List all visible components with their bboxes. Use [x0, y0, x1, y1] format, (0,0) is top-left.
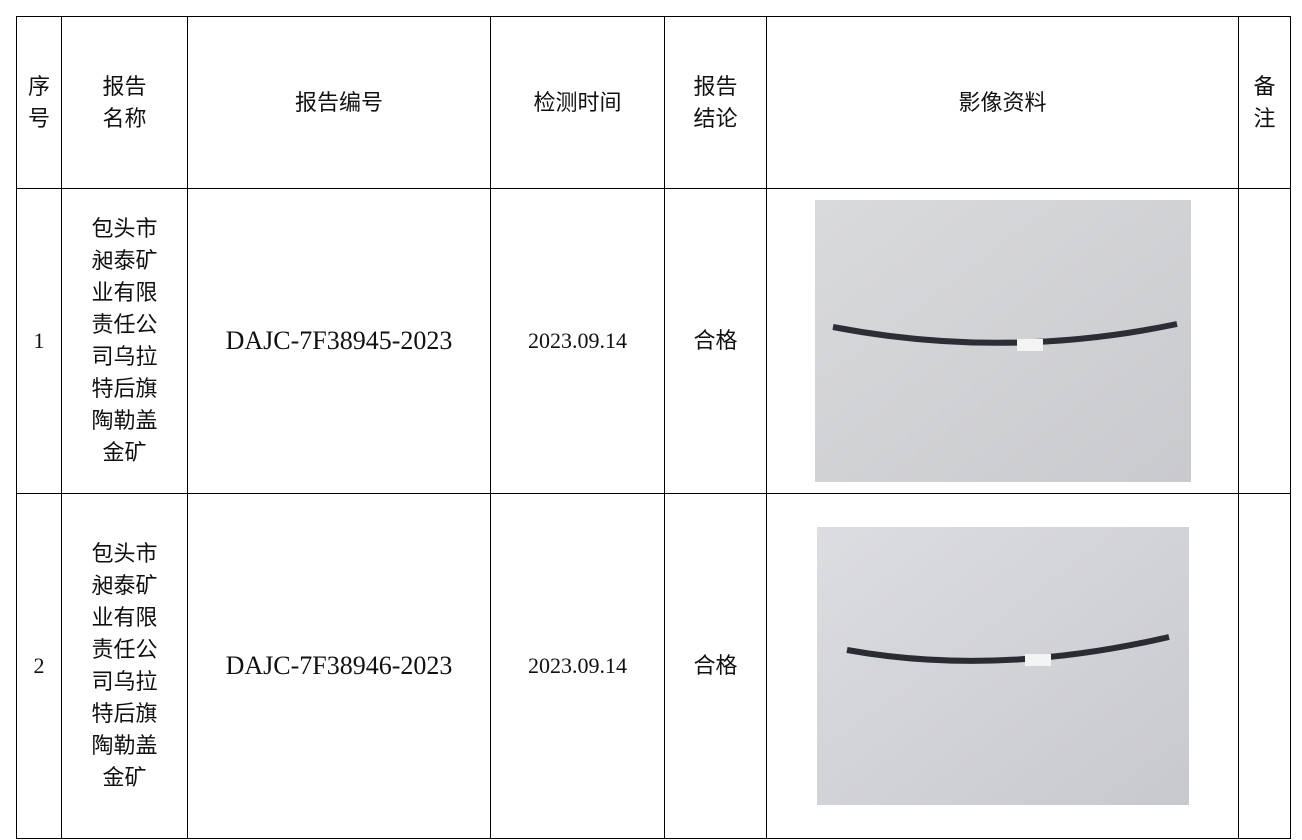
- cell: 包头市昶泰矿业有限责任公司乌拉特后旗陶勒盖金矿: [61, 188, 188, 494]
- header-cell: 序号: [16, 16, 62, 189]
- header-cell: 备注: [1238, 16, 1291, 189]
- cell: 2: [16, 493, 62, 839]
- photo-background: [816, 527, 1189, 805]
- sample-photo: [816, 527, 1189, 805]
- data-row: 2 包头市昶泰矿业有限责任公司乌拉特后旗陶勒盖金矿 DAJC-7F38946-2…: [16, 493, 1291, 839]
- header-row: 序号 报告名称 报告编号 检测时间 报告结论 影像资料 备注: [16, 16, 1291, 189]
- header-cell: 报告名称: [61, 16, 188, 189]
- cable: [831, 321, 1178, 346]
- report-table: 序号 报告名称 报告编号 检测时间 报告结论 影像资料 备注 1 包头市昶泰矿业…: [16, 16, 1291, 839]
- tag: [1024, 654, 1051, 666]
- cell: [1238, 188, 1291, 494]
- cell: [1238, 493, 1291, 839]
- image-cell: [766, 493, 1239, 839]
- image-cell: [766, 188, 1239, 494]
- sample-photo: [814, 200, 1191, 482]
- header-text: 报告编号: [294, 89, 383, 115]
- header-text: 检测时间: [533, 89, 622, 115]
- cell: 合格: [664, 493, 767, 839]
- cell: 包头市昶泰矿业有限责任公司乌拉特后旗陶勒盖金矿: [61, 493, 188, 839]
- cell: 1: [16, 188, 62, 494]
- tag: [1016, 339, 1043, 351]
- header-cell: 检测时间: [490, 16, 665, 189]
- cell: 2023.09.14: [490, 493, 665, 839]
- header-text: 备注: [1253, 73, 1276, 131]
- cell-text: 包头市昶泰矿业有限责任公司乌拉特后旗陶勒盖金矿: [91, 541, 158, 790]
- header-text: 序号: [28, 73, 51, 131]
- cell: 合格: [664, 188, 767, 494]
- cell: DAJC-7F38946-2023: [187, 493, 491, 839]
- data-row: 1 包头市昶泰矿业有限责任公司乌拉特后旗陶勒盖金矿 DAJC-7F38945-2…: [16, 188, 1291, 494]
- cell: 2023.09.14: [490, 188, 665, 494]
- cell: DAJC-7F38945-2023: [187, 188, 491, 494]
- header-text: 影像资料: [958, 89, 1047, 115]
- header-cell: 报告编号: [187, 16, 491, 189]
- cable: [845, 634, 1170, 664]
- header-cell: 影像资料: [766, 16, 1239, 189]
- header-text: 报告名称: [102, 73, 147, 131]
- header-cell: 报告结论: [664, 16, 767, 189]
- header-text: 报告结论: [693, 73, 738, 131]
- cell-text: 包头市昶泰矿业有限责任公司乌拉特后旗陶勒盖金矿: [91, 216, 158, 465]
